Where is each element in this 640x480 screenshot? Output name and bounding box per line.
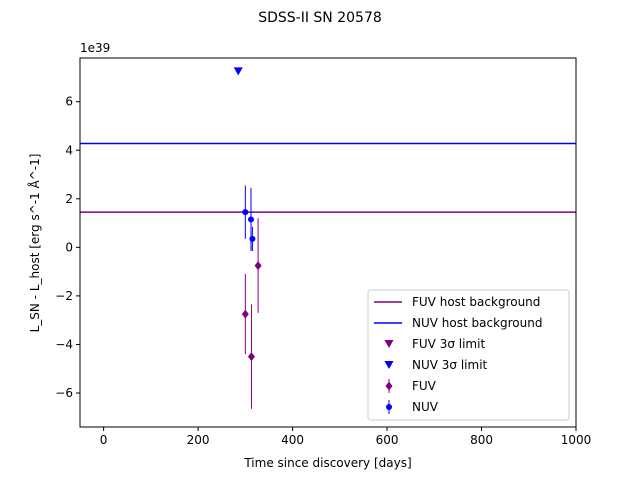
y-tick-label: 4 <box>65 143 73 157</box>
y-tick-label: 2 <box>65 192 73 206</box>
y-tick-label: −2 <box>55 289 73 303</box>
data-layer <box>80 67 576 409</box>
x-tick-label: 400 <box>281 433 304 447</box>
legend-diamond-handle <box>385 381 393 391</box>
legend-label: FUV 3σ limit <box>412 337 485 351</box>
legend-circle-handle <box>386 404 392 410</box>
x-tick-label: 1000 <box>561 433 592 447</box>
fuv-point <box>254 261 262 271</box>
x-tick-label: 200 <box>187 433 210 447</box>
chart-title: SDSS-II SN 20578 <box>258 10 382 26</box>
legend-label: NUV host background <box>412 316 542 330</box>
y-tick-label: 0 <box>65 240 73 254</box>
legend-triangle-handle <box>384 361 394 369</box>
fuv-point <box>241 309 249 319</box>
y-tick-label: 6 <box>65 95 73 109</box>
x-axis-label: Time since discovery [days] <box>243 456 411 470</box>
plot-area: 0 200 400 600 800 1000 −6 −4 −2 0 2 4 6 <box>55 57 592 447</box>
y-tick-label: −4 <box>55 337 73 351</box>
legend: FUV host background NUV host background FU… <box>367 289 570 421</box>
nuv-point <box>249 235 256 242</box>
legend-label: FUV <box>412 379 437 393</box>
legend-label: NUV <box>412 400 439 414</box>
legend-label: NUV 3σ limit <box>412 358 488 372</box>
y-axis-label: L_SN - L_host [erg s^-1 Å^-1] <box>27 154 42 333</box>
legend-label: FUV host background <box>412 295 540 309</box>
nuv-point <box>242 209 249 216</box>
fuv-point <box>247 352 255 362</box>
x-tick-label: 0 <box>100 433 108 447</box>
x-tick-label: 600 <box>376 433 399 447</box>
legend-triangle-handle <box>384 340 394 348</box>
nuv-upper-limit-marker <box>233 67 243 76</box>
y-tick-label: −6 <box>55 386 73 400</box>
y-offset-label: 1e39 <box>80 41 110 55</box>
legend-box <box>367 289 570 421</box>
axes-frame <box>79 57 577 428</box>
x-tick-label: 800 <box>470 433 493 447</box>
nuv-point <box>248 216 255 223</box>
